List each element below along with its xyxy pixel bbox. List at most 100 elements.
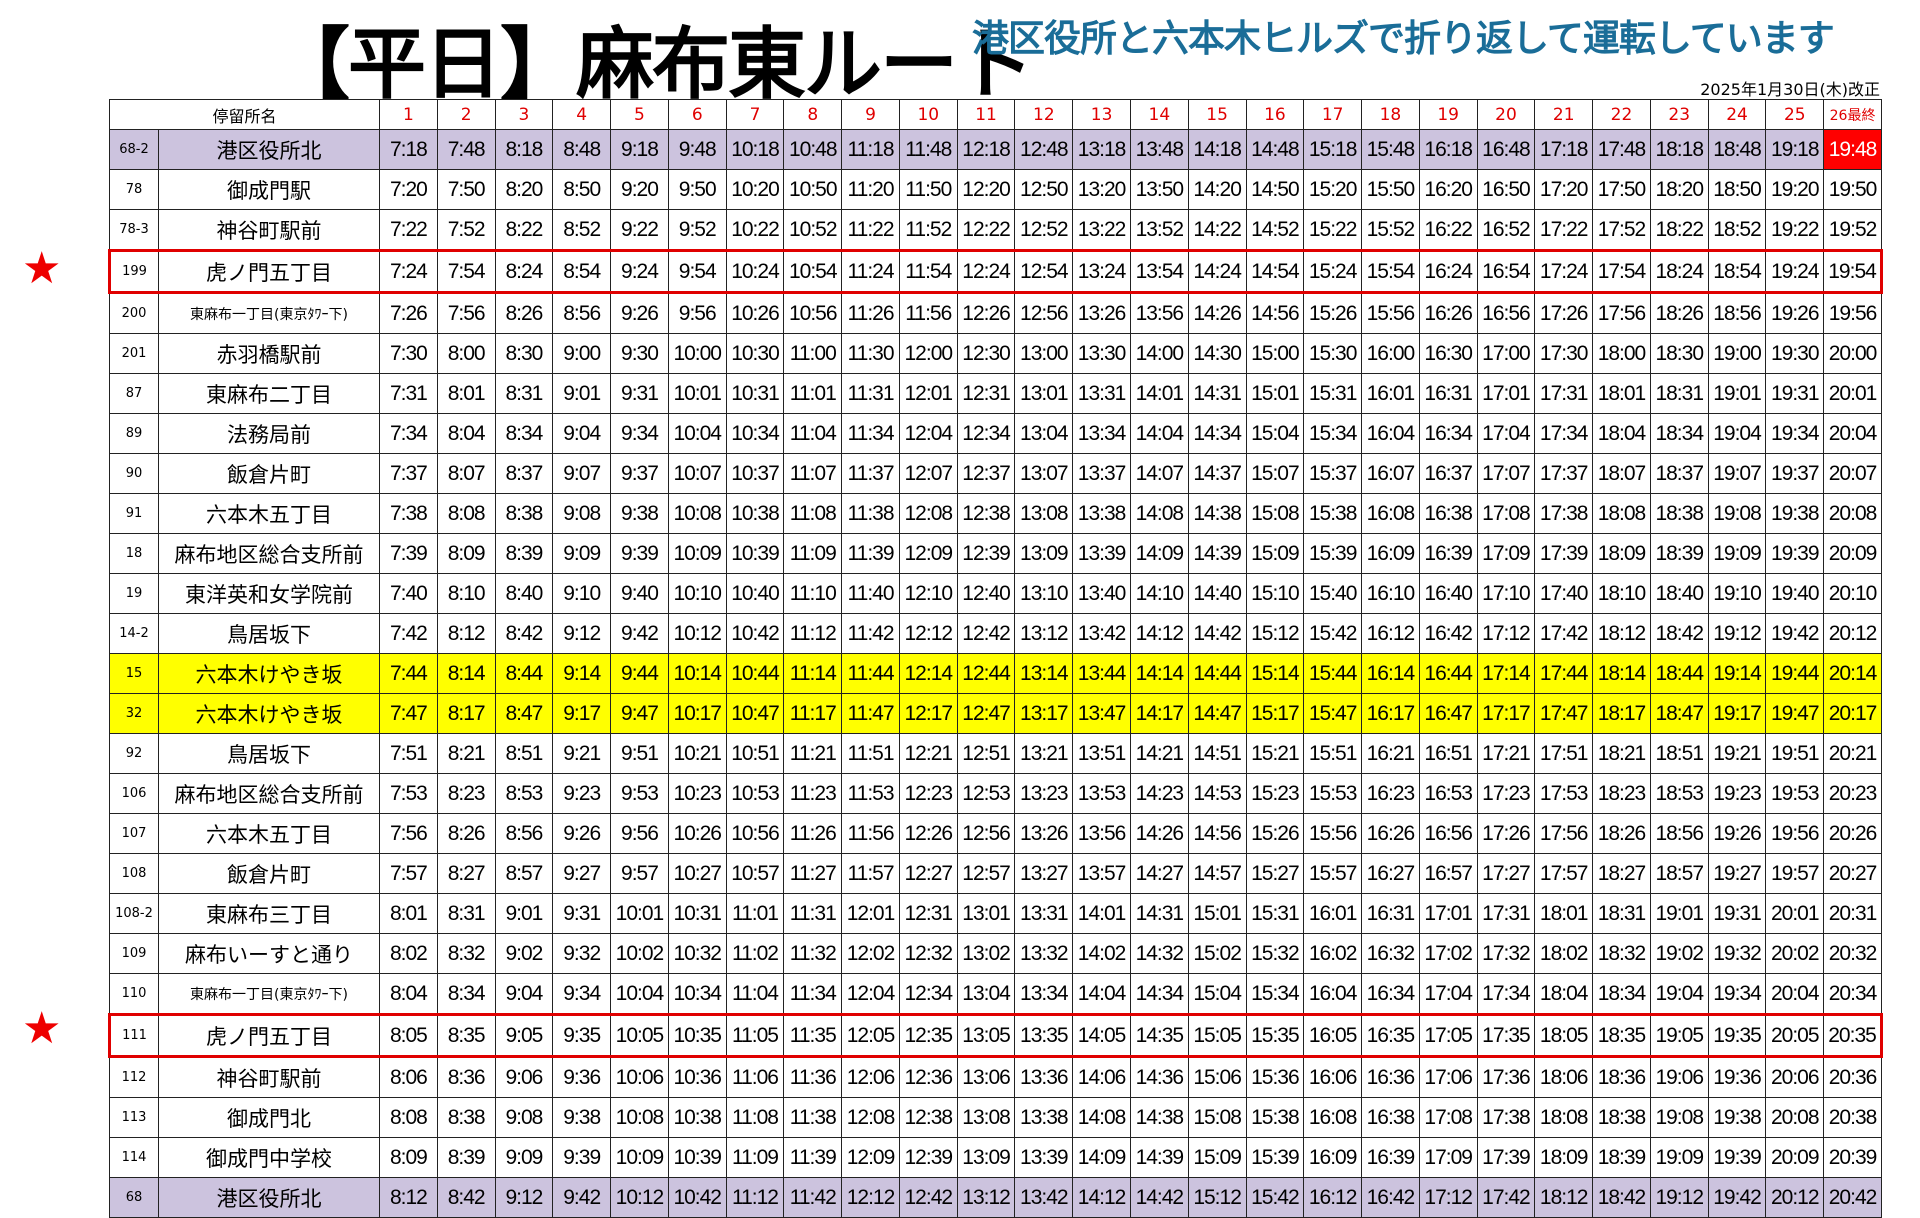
departure-time: 16:12 [1361, 613, 1420, 654]
departure-time: 14:37 [1187, 453, 1247, 494]
departure-time: 18:34 [1649, 413, 1709, 454]
departure-time: 15:17 [1245, 693, 1305, 734]
departure-time: 11:00 [783, 333, 843, 374]
departure-time: 17:06 [1418, 1056, 1478, 1098]
departure-time: 15:00 [1245, 333, 1305, 374]
departure-time: 17:56 [1534, 813, 1594, 854]
stop-code: 78 [109, 169, 159, 210]
departure-time: 8:44 [494, 653, 554, 694]
trip-number-header: 4 [552, 99, 612, 130]
stop-code: 200 [109, 292, 159, 334]
departure-time: 10:44 [725, 653, 785, 694]
departure-time: 9:09 [552, 533, 612, 574]
departure-time: 11:34 [783, 973, 843, 1015]
trip-number-header: 22 [1592, 99, 1651, 130]
departure-time: 14:20 [1187, 169, 1247, 210]
departure-time: 14:01 [1072, 893, 1131, 934]
departure-time: 19:08 [1707, 493, 1767, 534]
stop-row: 87 東麻布二丁目 7:31 8:01 8:31 9:01 9:31 10:01 10:31 11… [109, 373, 1882, 414]
departure-time: 15:30 [1303, 333, 1363, 374]
departure-time: 18:32 [1592, 933, 1651, 974]
departure-time: 15:37 [1303, 453, 1363, 494]
departure-time: 16:02 [1303, 933, 1363, 974]
departure-time: 13:54 [1129, 249, 1189, 294]
departure-time: 17:53 [1534, 773, 1594, 814]
departure-time: 11:39 [841, 533, 900, 574]
departure-time: 13:26 [1072, 292, 1131, 334]
stop-code: 199 [108, 249, 159, 294]
departure-time: 15:09 [1245, 533, 1305, 574]
departure-time: 19:24 [1765, 249, 1825, 294]
departure-time: 10:40 [725, 573, 785, 614]
departure-time: 14:27 [1129, 853, 1189, 894]
departure-time: 19:54 [1823, 249, 1883, 294]
departure-time: 8:31 [436, 893, 496, 934]
departure-time: 10:26 [667, 813, 727, 854]
departure-time: 16:38 [1418, 493, 1478, 534]
stop-name: 六本木けやき坂 [157, 693, 381, 734]
departure-time: 14:17 [1129, 693, 1189, 734]
departure-time: 13:50 [1129, 169, 1189, 210]
departure-time: 15:09 [1187, 1137, 1247, 1178]
stop-name: 赤羽橋駅前 [157, 333, 381, 374]
departure-time: 11:38 [841, 493, 900, 534]
departure-time: 18:42 [1592, 1177, 1651, 1218]
departure-time: 18:09 [1592, 533, 1651, 574]
stop-name: 六本木けやき坂 [157, 653, 381, 694]
stop-code: 19 [109, 573, 159, 614]
departure-time: 16:30 [1418, 333, 1478, 374]
departure-time: 11:30 [841, 333, 900, 374]
departure-time: 18:52 [1707, 209, 1767, 251]
departure-time: 17:08 [1476, 493, 1536, 534]
departure-time: 20:02 [1765, 933, 1825, 974]
departure-time: 16:57 [1418, 853, 1478, 894]
departure-time: 16:56 [1476, 292, 1536, 334]
departure-time: 12:23 [898, 773, 958, 814]
departure-time: 14:39 [1187, 533, 1247, 574]
departure-time: 20:05 [1765, 1013, 1825, 1058]
departure-time: 12:04 [841, 973, 900, 1015]
departure-time: 17:10 [1476, 573, 1536, 614]
departure-time: 14:26 [1187, 292, 1247, 334]
departure-time: 18:23 [1592, 773, 1651, 814]
departure-time: 16:23 [1361, 773, 1420, 814]
departure-time: 14:38 [1129, 1097, 1189, 1138]
departure-time: 7:53 [379, 773, 438, 814]
trip-number-header: 24 [1707, 99, 1767, 130]
departure-time: 12:06 [841, 1056, 900, 1098]
departure-time: 10:14 [667, 653, 727, 694]
departure-time: 13:48 [1129, 129, 1189, 170]
departure-time: 19:36 [1707, 1056, 1767, 1098]
departure-time: 16:08 [1303, 1097, 1363, 1138]
stop-name: 六本木五丁目 [157, 813, 381, 854]
departure-time: 15:05 [1187, 1013, 1247, 1058]
departure-time: 14:12 [1129, 613, 1189, 654]
stop-row: 112 神谷町駅前 8:06 8:36 9:06 9:36 10:06 10:36 11:06 1… [109, 1056, 1882, 1098]
stop-name: 麻布いーすと通り [157, 933, 381, 974]
trip-number-header: 10 [898, 99, 958, 130]
departure-time: 10:51 [725, 733, 785, 774]
departure-time: 15:23 [1245, 773, 1305, 814]
departure-time: 14:42 [1129, 1177, 1189, 1218]
departure-time: 15:21 [1245, 733, 1305, 774]
departure-time: 18:47 [1649, 693, 1709, 734]
departure-time: 18:30 [1649, 333, 1709, 374]
stop-code: 68-2 [109, 129, 159, 170]
departure-time: 13:23 [1014, 773, 1074, 814]
departure-time: 9:39 [610, 533, 669, 574]
departure-time: 13:51 [1072, 733, 1131, 774]
departure-time: 8:14 [436, 653, 496, 694]
departure-time: 17:51 [1534, 733, 1594, 774]
departure-time: 14:38 [1187, 493, 1247, 534]
departure-time: 18:40 [1649, 573, 1709, 614]
departure-time: 15:02 [1187, 933, 1247, 974]
departure-time: 10:56 [783, 292, 843, 334]
departure-time: 20:32 [1823, 933, 1882, 974]
departure-time: 13:34 [1014, 973, 1074, 1015]
departure-time: 10:07 [667, 453, 727, 494]
trip-number-header: 3 [494, 99, 554, 130]
departure-time: 10:18 [725, 129, 785, 170]
trip-number-header: 16 [1245, 99, 1305, 130]
departure-time: 12:40 [956, 573, 1016, 614]
departure-time: 20:14 [1823, 653, 1882, 694]
